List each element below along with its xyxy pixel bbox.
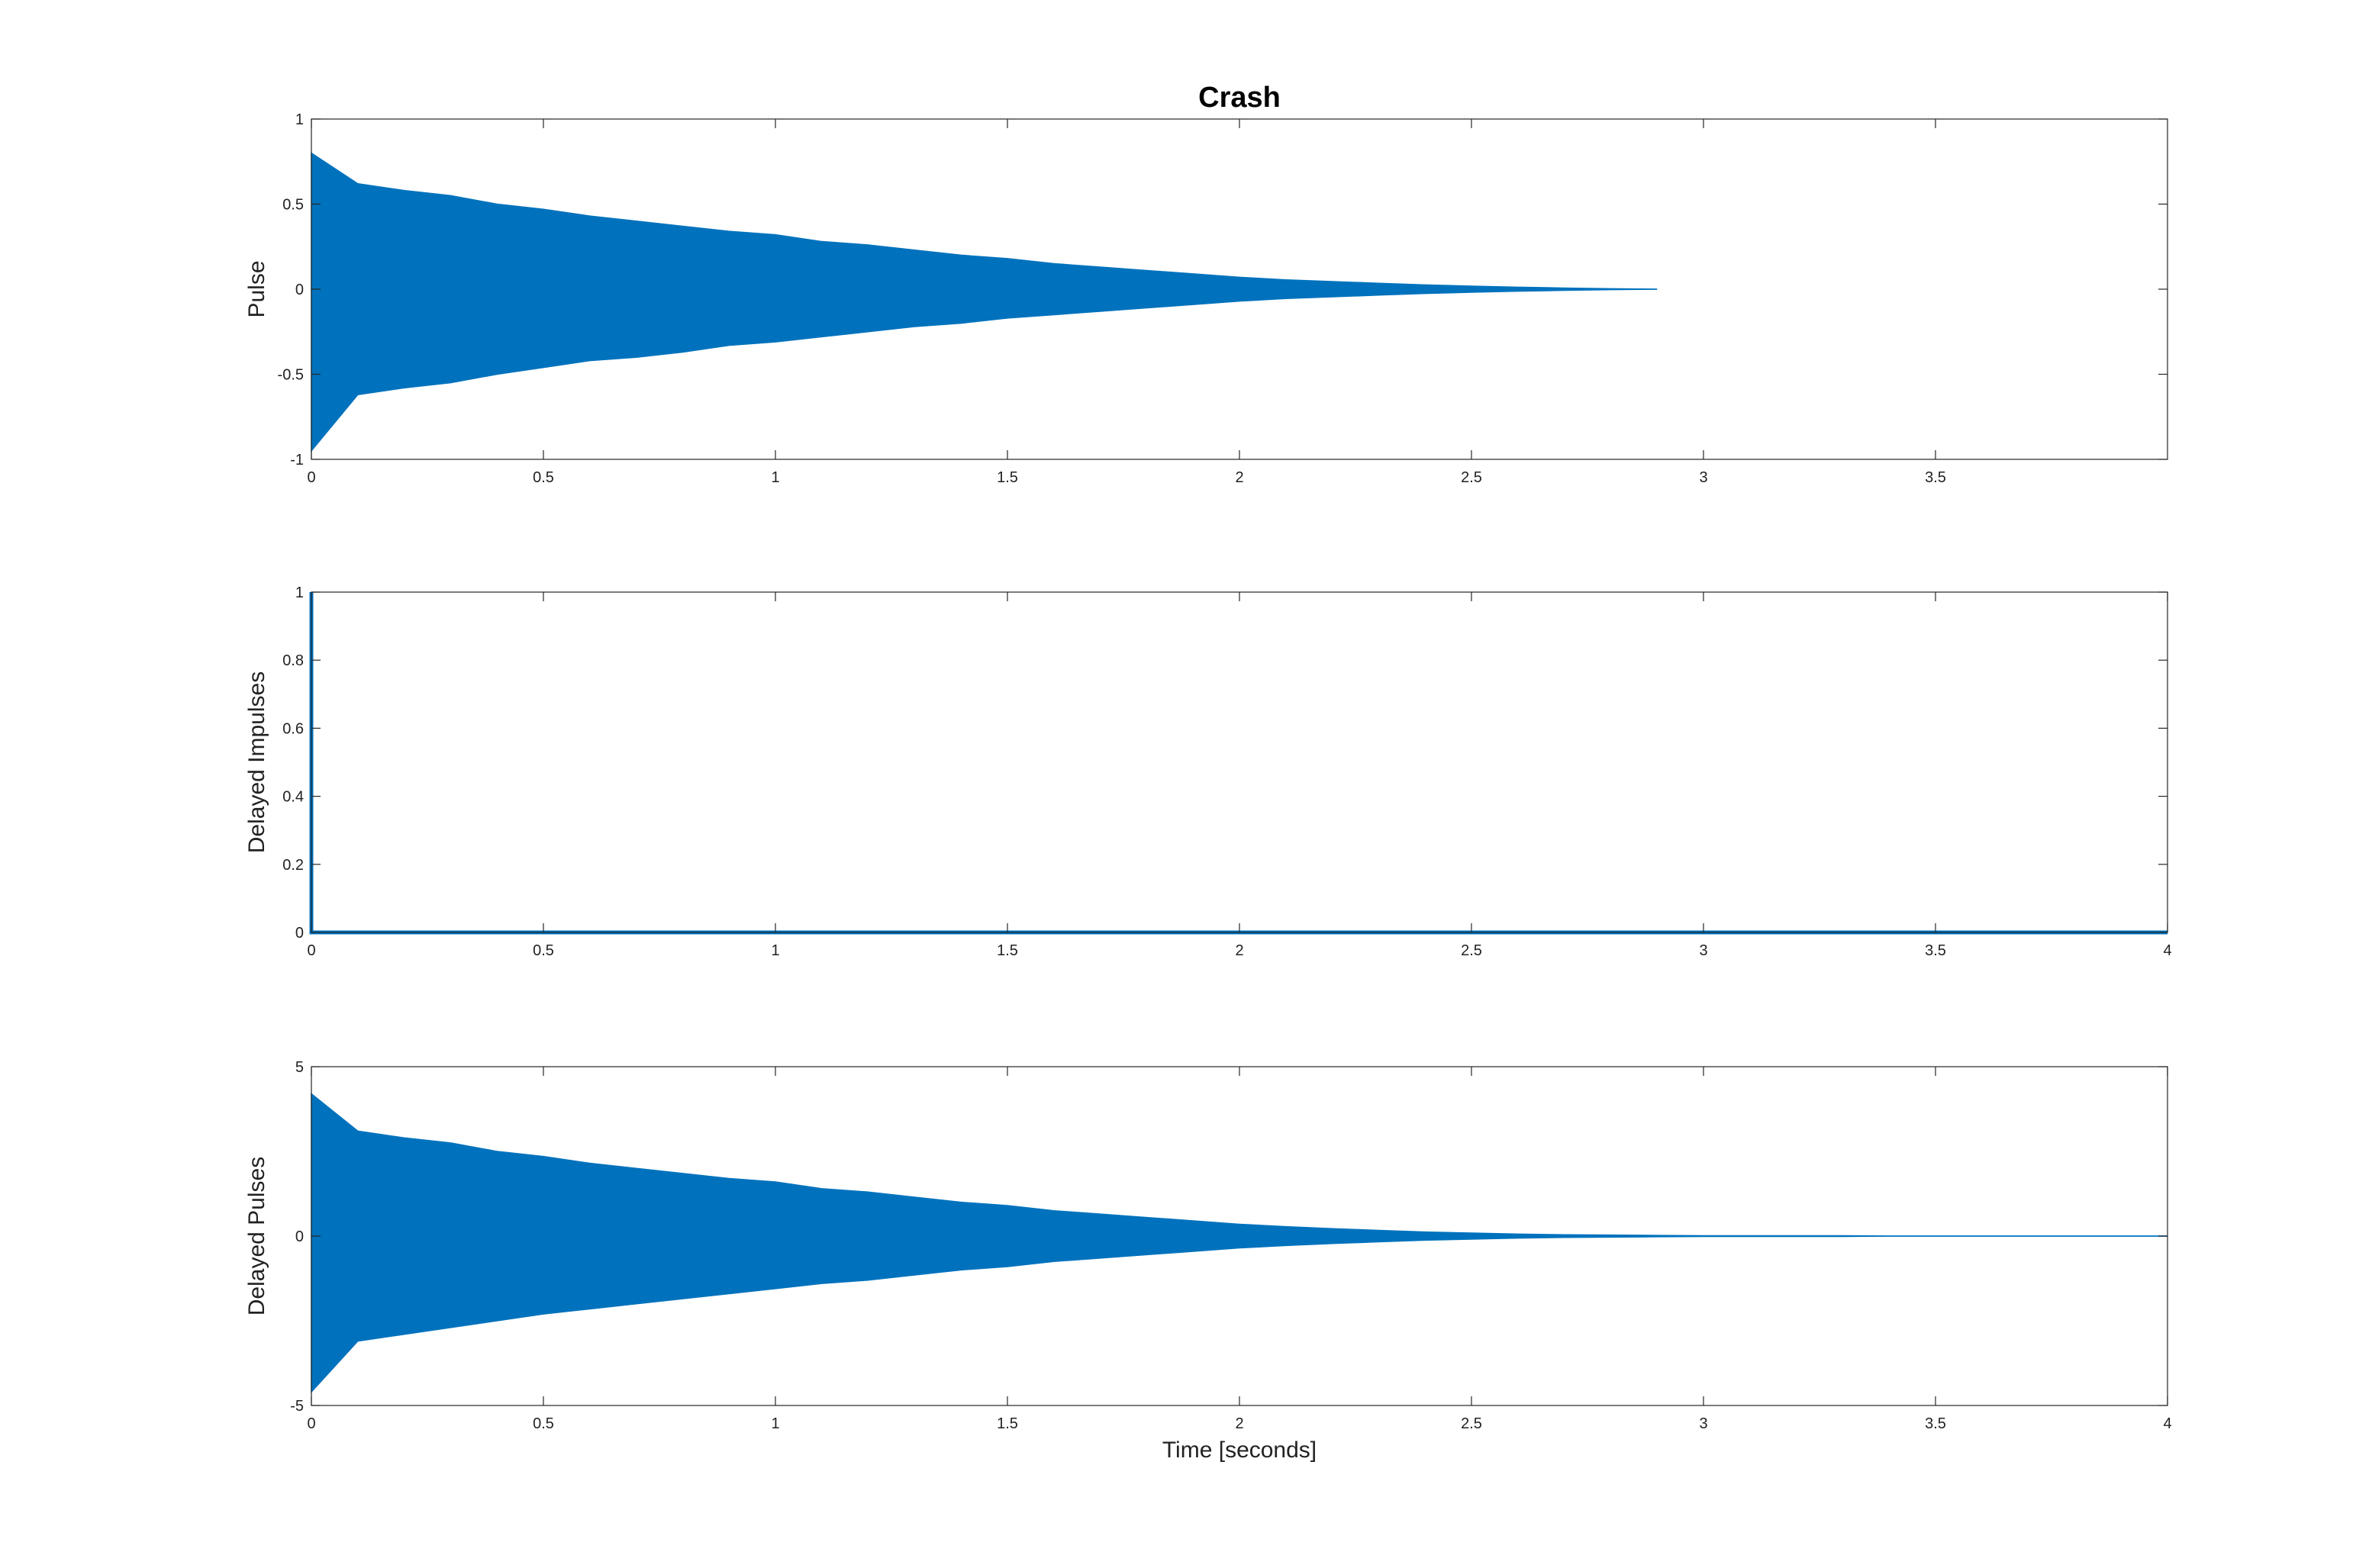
waveform-envelope [311, 1235, 2168, 1394]
x-tick-label: 1.5 [997, 942, 1018, 959]
waveform-envelope [311, 288, 1658, 452]
y-axis-label: Pulse [244, 260, 269, 317]
x-tick-label: 3 [1699, 942, 1707, 959]
y-tick-label: 0.2 [282, 857, 304, 874]
x-tick-label: 0 [307, 942, 315, 959]
x-tick-label: 0.5 [533, 942, 554, 959]
y-tick-label: 0 [295, 282, 304, 298]
x-tick-label: 1 [771, 469, 779, 486]
y-tick-label: 0.8 [282, 652, 304, 669]
y-tick-label: 0 [295, 925, 304, 942]
chart-title: Crash [1198, 82, 1281, 114]
y-axis-label: Delayed Pulses [244, 1157, 269, 1315]
x-tick-label: 4 [2163, 1415, 2171, 1432]
x-tick-label: 3 [1699, 1415, 1707, 1432]
y-tick-label: 5 [295, 1059, 304, 1076]
x-tick-label: 0.5 [533, 1415, 554, 1432]
x-tick-label: 1 [771, 1415, 779, 1432]
x-tick-label: 3 [1699, 469, 1707, 486]
y-tick-label: -0.5 [278, 367, 304, 384]
x-tick-label: 0 [307, 469, 315, 486]
x-tick-label: 3.5 [1925, 469, 1946, 486]
y-tick-label: 0.4 [282, 789, 304, 806]
x-tick-label: 2.5 [1461, 942, 1482, 959]
x-tick-label: 2 [1235, 1415, 1243, 1432]
x-tick-label: 0 [307, 1415, 315, 1432]
waveform-envelope [311, 152, 1658, 290]
y-tick-label: 0.5 [282, 197, 304, 214]
x-axis-label: Time [seconds] [1162, 1438, 1317, 1463]
x-tick-label: 0.5 [533, 469, 554, 486]
x-tick-label: 1 [771, 942, 779, 959]
y-tick-label: 1 [295, 111, 304, 128]
x-tick-label: 1.5 [997, 1415, 1018, 1432]
y-axis-label: Delayed Impulses [244, 671, 269, 853]
y-tick-label: 1 [295, 584, 304, 601]
x-tick-label: 4 [2163, 942, 2171, 959]
x-tick-label: 1.5 [997, 469, 1018, 486]
x-tick-label: 3.5 [1925, 942, 1946, 959]
x-tick-label: 2.5 [1461, 469, 1482, 486]
y-tick-label: 0 [295, 1228, 304, 1245]
x-tick-label: 3.5 [1925, 1415, 1946, 1432]
x-tick-label: 2 [1235, 942, 1243, 959]
y-tick-label: -5 [290, 1398, 304, 1415]
x-tick-label: 2 [1235, 469, 1243, 486]
x-tick-label: 2.5 [1461, 1415, 1482, 1432]
y-tick-label: -1 [290, 452, 304, 468]
y-tick-label: 0.6 [282, 720, 304, 737]
